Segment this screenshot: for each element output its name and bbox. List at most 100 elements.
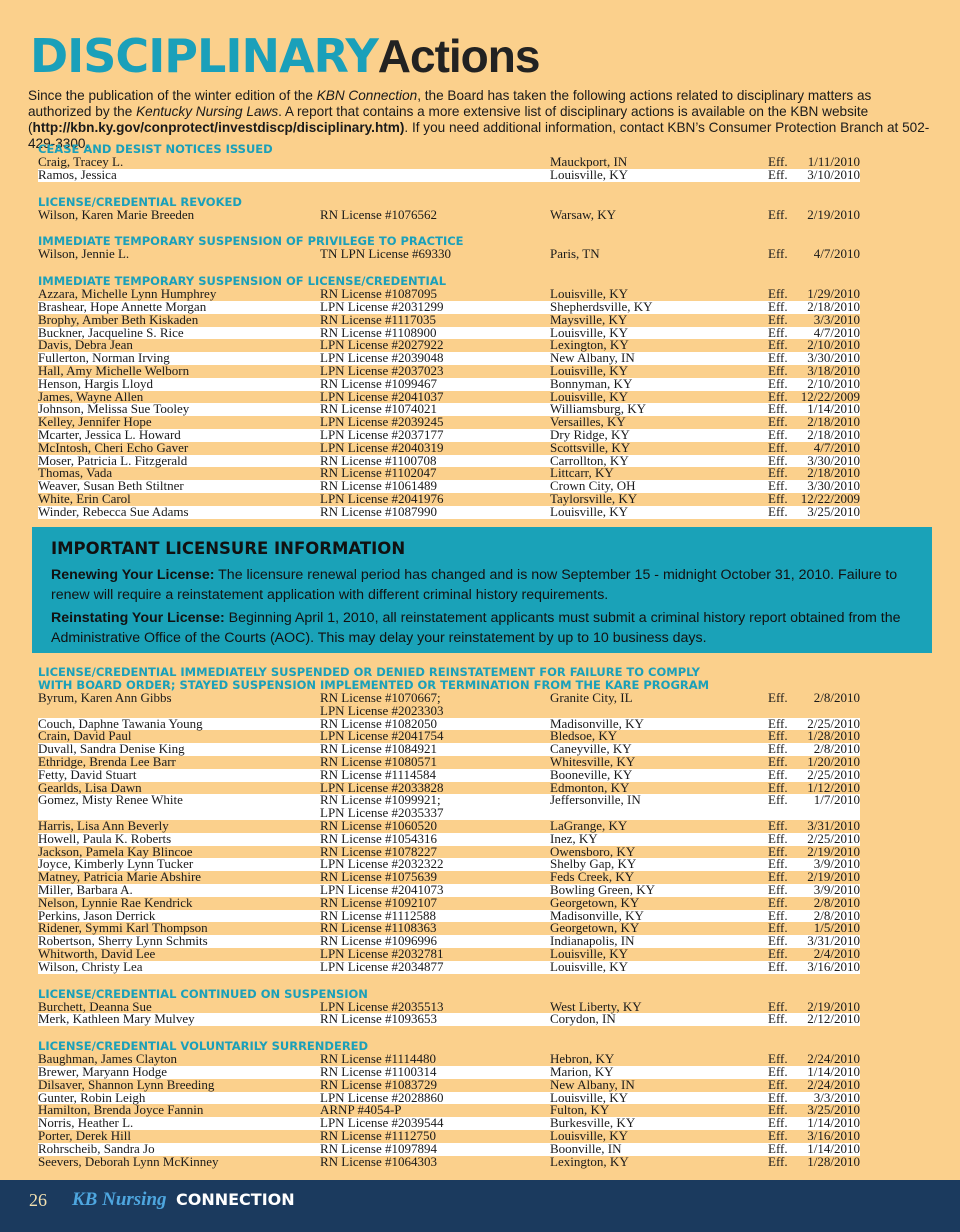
eff-label: Eff. <box>768 1063 788 1079</box>
row: Wilson, Christy Lea LPN License #2034877 L… <box>38 958 860 974</box>
name: Byrum, Karen Ann Gibbs <box>38 690 172 705</box>
info-label: Renewing Your License: <box>51 567 215 583</box>
row: Azzara, Michelle Lynn Humphrey RN License… <box>38 286 860 302</box>
eff-label: Eff. <box>768 766 788 782</box>
page-number: 26 <box>29 1190 47 1210</box>
name: Crain, David Paul <box>38 728 132 744</box>
license: RN License #1117035 <box>320 311 437 327</box>
info-paragraph: Reinstating Your License: Beginning Apri… <box>51 608 913 648</box>
eff-date: 1/14/2010 <box>807 1115 860 1131</box>
empty-cell <box>320 169 550 182</box>
license: RN License #1061489 <box>320 478 437 494</box>
location: Owensboro, KY <box>550 843 636 859</box>
name: Weaver, Susan Beth Stiltner <box>38 478 184 494</box>
name: Wilson, Christy Lea <box>38 958 143 974</box>
name: Thomas, Vada <box>38 465 113 481</box>
location: Versailles, KY <box>550 414 626 430</box>
eff-label: Eff. <box>768 843 788 859</box>
license: LPN License #2028860 <box>320 1089 444 1105</box>
name: Norris, Heather L. <box>38 1115 134 1131</box>
name: Johnson, Melissa Sue Tooley <box>38 401 190 417</box>
location: Booneville, KY <box>550 766 633 782</box>
eff-label: Eff. <box>768 779 788 795</box>
location: Hebron, KY <box>550 1051 615 1067</box>
name: McIntosh, Cheri Echo Gaver <box>38 439 189 455</box>
eff-label: Eff. <box>768 1115 788 1131</box>
name: Whitworth, David Lee <box>38 945 156 961</box>
row: Gearlds, Lisa Dawn LPN License #2033828 Ed… <box>38 779 860 795</box>
eff-date: 2/8/2010 <box>813 741 860 757</box>
license: RN License #1108900 <box>320 324 437 340</box>
footer: 26 KB Nursing CONNECTION <box>0 1180 960 1232</box>
license: RN License #1087990 <box>320 503 437 519</box>
row: Norris, Heather L. LPN License #2039544 Bu… <box>38 1115 860 1131</box>
license: RN License #1075639 <box>320 869 437 885</box>
row: Howell, Paula K. Roberts RN License #1054… <box>38 830 860 846</box>
eff-label: Eff. <box>768 311 788 327</box>
eff-date: 3/9/2010 <box>813 881 860 897</box>
eff-label: Eff. <box>768 1051 788 1067</box>
eff-label: Eff. <box>768 324 788 340</box>
eff-date: 3/16/2010 <box>807 1127 860 1143</box>
row: Weaver, Susan Beth Stiltner RN License #1… <box>38 478 860 494</box>
eff-label: Eff. <box>768 715 788 731</box>
location: Lexington, KY <box>550 1153 629 1169</box>
eff-date: 3/16/2010 <box>807 958 860 974</box>
license: RN License #1099467 <box>320 375 437 391</box>
name: Howell, Paula K. Roberts <box>38 830 172 846</box>
name: Fullerton, Norman Irving <box>38 350 170 366</box>
name: Gomez, Misty Renee White <box>38 792 183 808</box>
license: LPN License #2037177 <box>320 426 444 442</box>
eff-label: Eff. <box>768 154 788 169</box>
actions-list: CEASE AND DESIST NOTICES ISSUED Craig, Tr… <box>38 143 860 519</box>
eff-date: 3/25/2010 <box>807 503 860 519</box>
row: Johnson, Melissa Sue Tooley RN License #1… <box>38 401 860 417</box>
location: Edmonton, KY <box>550 779 630 795</box>
license: LPN License #2041073 <box>320 881 444 897</box>
eff-date: 3/31/2010 <box>807 933 860 949</box>
name: Moser, Patricia L. Fitzgerald <box>38 452 188 468</box>
name: Rohrscheib, Sandra Jo <box>38 1140 155 1156</box>
intro-text: . If you need additional information, co… <box>28 120 930 151</box>
name: Burchett, Deanna Sue <box>38 998 152 1014</box>
location: Georgetown, KY <box>550 920 640 936</box>
rows: Wilson, Jennie L. TN LPN License #69330 Pa… <box>38 246 860 262</box>
license: RN License #1074021 <box>320 401 437 417</box>
eff-label: Eff. <box>768 388 788 404</box>
row: Moser, Patricia L. Fitzgerald RN License … <box>38 452 860 468</box>
eff-label: Eff. <box>768 869 788 885</box>
location: Warsaw, KY <box>550 206 616 222</box>
eff-date: 12/22/2009 <box>800 388 860 404</box>
license: LPN License #2039544 <box>320 1115 444 1131</box>
eff-label: Eff. <box>768 350 788 366</box>
license: LPN License #2032322 <box>320 856 444 872</box>
eff-date: 3/3/2010 <box>813 1089 860 1105</box>
row: Mcarter, Jessica L. Howard LPN License #2… <box>38 426 860 442</box>
location: Louisville, KY <box>550 286 628 302</box>
info-label: Reinstating Your License: <box>51 610 225 626</box>
eff-label: Eff. <box>768 439 788 455</box>
intro-text: Since the publication of the winter edit… <box>28 88 317 103</box>
row: Crain, David Paul LPN License #2041754 Ble… <box>38 728 860 744</box>
name: Winder, Rebecca Sue Adams <box>38 503 189 519</box>
location: Taylorsville, KY <box>550 490 638 506</box>
eff-date: 3/25/2010 <box>807 1102 860 1118</box>
location: Paris, TN <box>550 246 600 262</box>
location: Boonville, IN <box>550 1140 622 1156</box>
eff-label: Eff. <box>768 894 788 910</box>
eff-date: 2/12/2010 <box>807 1011 860 1027</box>
eff-label: Eff. <box>768 856 788 872</box>
name: Ethridge, Brenda Lee Barr <box>38 753 176 769</box>
license: RN License #1070667; LPN License #202330… <box>320 690 444 718</box>
license: RN License #1092107 <box>320 894 437 910</box>
row: Perkins, Jason Derrick RN License #111258… <box>38 907 860 923</box>
intro-italic: KBN Connection <box>316 88 418 103</box>
location: Maysville, KY <box>550 311 628 327</box>
name: Merk, Kathleen Mary Mulvey <box>38 1011 195 1027</box>
license: RN License #1060520 <box>320 817 437 833</box>
name: Robertson, Sherry Lynn Schmits <box>38 933 208 949</box>
eff-date: 1/28/2010 <box>807 728 860 744</box>
license: RN License #1097894 <box>320 1140 437 1156</box>
intro-text: . A report that contains a more extensiv… <box>28 104 869 135</box>
eff-date: 2/8/2010 <box>813 907 860 923</box>
